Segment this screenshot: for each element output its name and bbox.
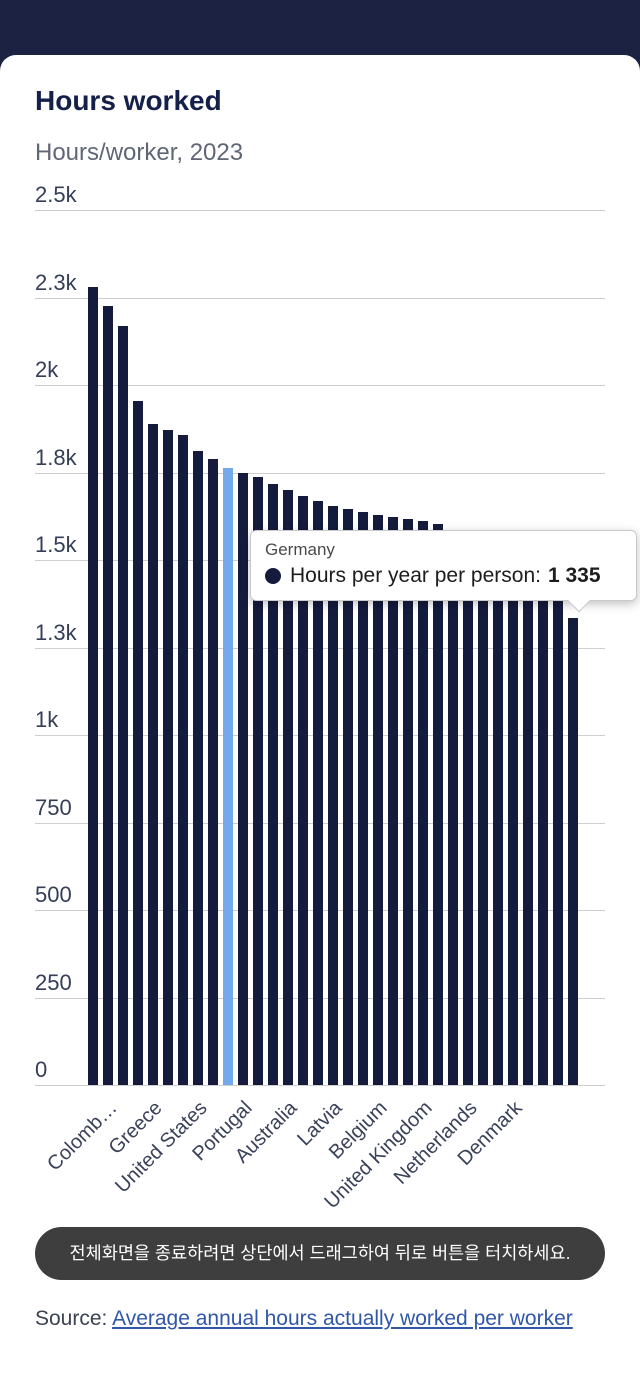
source-link[interactable]: Average annual hours actually worked per… (112, 1307, 573, 1330)
gridline (35, 1085, 605, 1086)
tooltip-value: 1 335 (547, 564, 601, 587)
bar[interactable] (328, 505, 338, 1085)
bar[interactable] (88, 287, 98, 1085)
fullscreen-exit-toast: 전체화면을 종료하려면 상단에서 드래그하여 뒤로 버튼을 터치하세요. (35, 1227, 605, 1281)
bar[interactable] (208, 458, 218, 1085)
bar[interactable] (343, 509, 353, 1085)
bar[interactable] (268, 483, 278, 1085)
chart-tooltip: Germany Hours per year per person: 1 335 (250, 530, 637, 613)
bar[interactable] (358, 512, 368, 1085)
bar[interactable] (418, 521, 428, 1085)
gridline (35, 210, 605, 211)
y-axis-tick-label: 1.8k (35, 444, 77, 470)
y-axis-tick-label: 250 (35, 969, 72, 995)
bar[interactable] (523, 571, 533, 1085)
bar[interactable] (133, 400, 143, 1085)
bar[interactable] (493, 552, 503, 1085)
y-axis-tick-label: 1.5k (35, 532, 77, 557)
bar[interactable] (193, 450, 203, 1085)
bar[interactable] (103, 306, 113, 1085)
y-axis-tick-label: 2k (35, 357, 59, 382)
tooltip-country: Germany (265, 540, 335, 559)
y-axis-tick-label: 2.5k (35, 182, 77, 207)
bar[interactable] (448, 530, 458, 1085)
bar[interactable] (508, 561, 518, 1085)
gridline (35, 297, 605, 299)
tooltip-series-label: Hours per year per person: (290, 564, 541, 587)
gridline (35, 472, 605, 474)
bar[interactable] (478, 544, 488, 1085)
bar[interactable] (163, 429, 173, 1085)
bar[interactable] (238, 473, 248, 1085)
bar[interactable] (388, 516, 398, 1085)
bar[interactable] (118, 325, 128, 1085)
source-prefix: Source: (35, 1307, 113, 1330)
tooltip-series-row: Hours per year per person: 1 335 (265, 564, 622, 588)
bar[interactable] (178, 434, 188, 1085)
highlighted-bar[interactable] (223, 468, 233, 1085)
y-axis-tick-label: 0 (35, 1057, 48, 1082)
series-dot-icon (265, 568, 281, 584)
chart-page: Hours worked Hours/worker, 2023 2.5k 2.3k… (0, 55, 640, 1387)
bar[interactable] (298, 495, 308, 1085)
plot-area: 2.5k 2.3k 2k 1.8k 1.5k 1.3k 1k 750 500 250 0 Colomb… (35, 182, 605, 1213)
gridline (35, 385, 605, 386)
bar[interactable] (463, 537, 473, 1085)
bar[interactable] (148, 423, 158, 1085)
bar[interactable] (373, 514, 383, 1085)
bar[interactable] (403, 518, 413, 1085)
bar[interactable] (568, 617, 578, 1085)
y-axis-tick-label: 750 (35, 794, 72, 820)
y-axis-tick-label: 500 (35, 882, 72, 907)
chart-title: Hours worked (35, 85, 222, 116)
bar[interactable] (553, 601, 563, 1085)
chart-subtitle: Hours/worker, 2023 (35, 139, 244, 166)
bar[interactable] (283, 490, 293, 1085)
y-axis-tick-label: 2.3k (35, 269, 77, 295)
bar[interactable] (538, 583, 548, 1085)
bar[interactable] (313, 500, 323, 1085)
bar[interactable] (433, 524, 443, 1085)
bar[interactable] (253, 477, 263, 1085)
y-axis-tick-label: 1k (35, 707, 59, 732)
source-line: Source: Average annual hours actually wo… (35, 1303, 610, 1335)
y-axis-tick-label: 1.3k (35, 619, 77, 645)
